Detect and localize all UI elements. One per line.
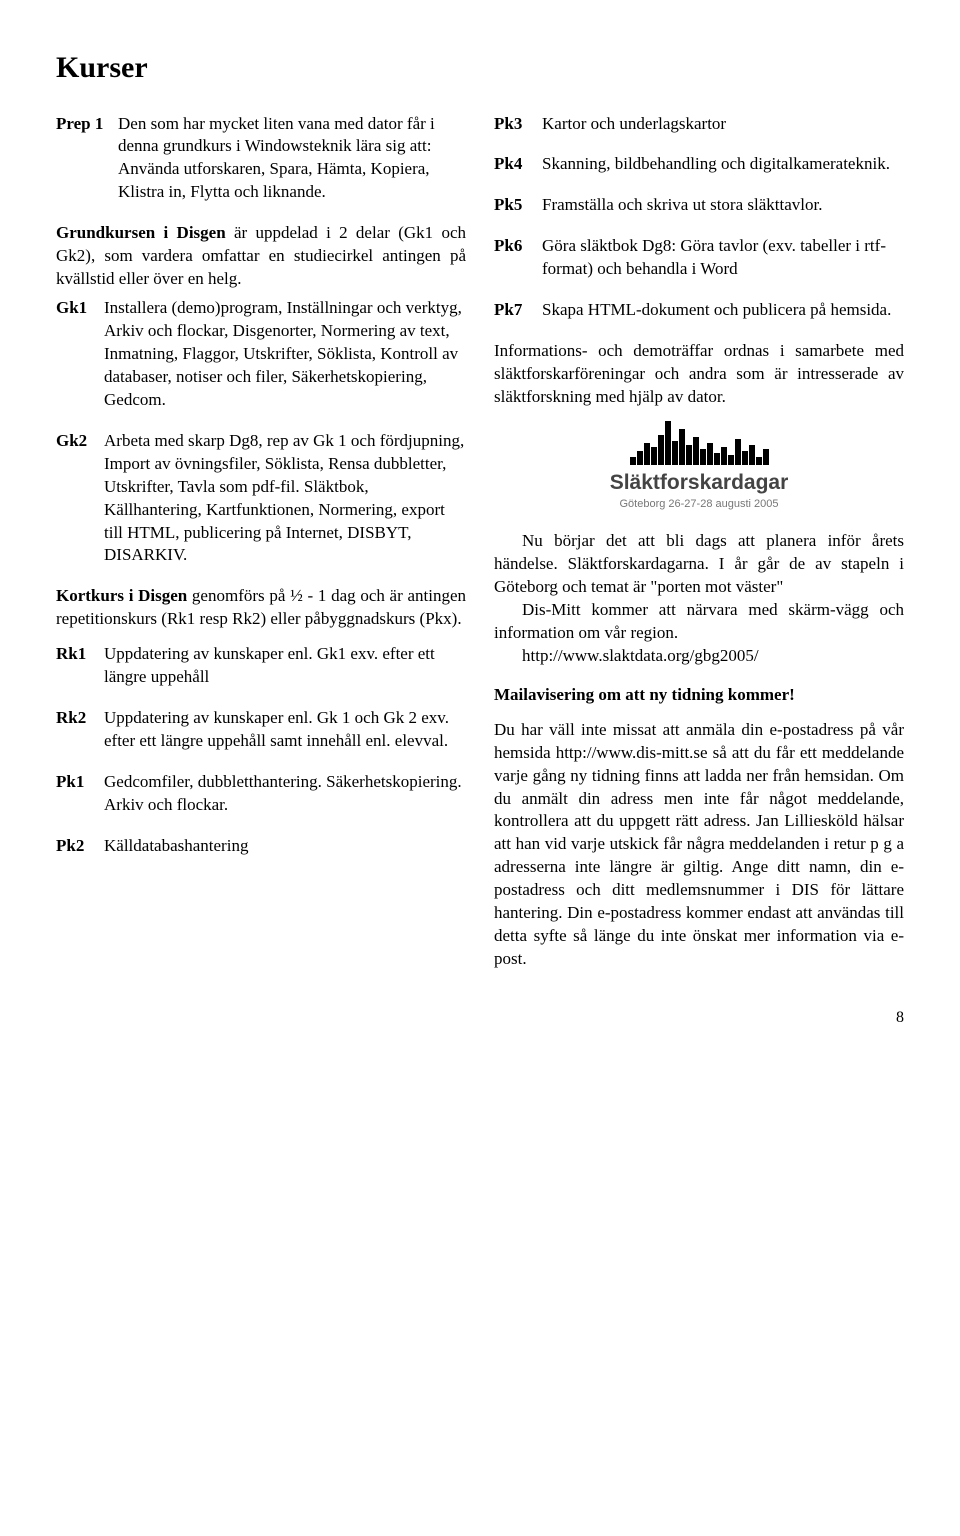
entry-gk2: Gk2 Arbeta med skarp Dg8, rep av Gk 1 oc… [56,430,466,568]
entry-pk3: Pk3 Kartor och underlagskartor [494,113,904,136]
entry-gk1: Gk1 Installera (demo)program, Inställnin… [56,297,466,412]
kortkurs-bold: Kortkurs i Disgen [56,586,187,605]
pk3-label: Pk3 [494,113,542,136]
entry-rk1: Rk1 Uppdatering av kunskaper enl. Gk1 ex… [56,643,466,689]
mail-body: Du har väll inte missat att anmäla din e… [494,719,904,971]
pk5-body: Framställa och skriva ut stora släkttavl… [542,194,904,217]
gk1-body: Installera (demo)program, Inställningar … [104,297,466,412]
logo-title: Släktforskardagar [494,469,904,497]
info-para: Informations- och demoträffar ordnas i s… [494,340,904,409]
event-para2: Dis-Mitt kommer att närvara med skärm-vä… [494,599,904,645]
pk1-label: Pk1 [56,771,104,817]
rk2-body: Uppdatering av kunskaper enl. Gk 1 och G… [104,707,466,753]
rk2-label: Rk2 [56,707,104,753]
entry-prep1: Prep 1 Den som har mycket liten vana med… [56,113,466,205]
pk2-body: Källdatabashantering [104,835,466,858]
logo-subtitle: Göteborg 26-27-28 augusti 2005 [494,497,904,512]
gk2-body: Arbeta med skarp Dg8, rep av Gk 1 och fö… [104,430,466,568]
gk2-label: Gk2 [56,430,104,568]
gk1-label: Gk1 [56,297,104,412]
pk5-label: Pk5 [494,194,542,217]
skyline-icon [609,421,789,465]
right-column: Pk3 Kartor och underlagskartor Pk4 Skann… [494,113,904,984]
pk6-label: Pk6 [494,235,542,281]
event-logo: Släktforskardagar Göteborg 26-27-28 augu… [494,421,904,512]
entry-pk5: Pk5 Framställa och skriva ut stora släkt… [494,194,904,217]
entry-pk6: Pk6 Göra släktbok Dg8: Göra tavlor (exv.… [494,235,904,281]
entry-rk2: Rk2 Uppdatering av kunskaper enl. Gk 1 o… [56,707,466,753]
pk4-body: Skanning, bildbehandling och digitalkame… [542,153,904,176]
rk1-body: Uppdatering av kunskaper enl. Gk1 exv. e… [104,643,466,689]
mail-heading: Mailavisering om att ny tidning kommer! [494,684,904,707]
event-para1: Nu börjar det att bli dags att planera i… [494,530,904,599]
prep1-body: Den som har mycket liten vana med dator … [118,113,466,205]
pk1-body: Gedcomfiler, dubbletthantering. Säkerhet… [104,771,466,817]
entry-pk2: Pk2 Källdatabashantering [56,835,466,858]
pk3-body: Kartor och underlagskartor [542,113,904,136]
grundkursen-bold: Grundkursen i Disgen [56,223,226,242]
page-number: 8 [56,1007,904,1029]
event-url: http://www.slaktdata.org/gbg2005/ [494,645,904,668]
entry-pk7: Pk7 Skapa HTML-dokument och publicera på… [494,299,904,322]
rk1-label: Rk1 [56,643,104,689]
pk4-label: Pk4 [494,153,542,176]
prep1-label: Prep 1 [56,113,118,205]
entry-pk4: Pk4 Skanning, bildbehandling och digital… [494,153,904,176]
pk6-body: Göra släktbok Dg8: Göra tavlor (exv. tab… [542,235,904,281]
kortkurs-para: Kortkurs i Disgen genomförs på ½ - 1 dag… [56,585,466,631]
pk2-label: Pk2 [56,835,104,858]
page-title: Kurser [56,48,904,89]
pk7-body: Skapa HTML-dokument och publicera på hem… [542,299,904,322]
entry-pk1: Pk1 Gedcomfiler, dubbletthantering. Säke… [56,771,466,817]
grundkursen-para: Grundkursen i Disgen är uppdelad i 2 del… [56,222,466,291]
left-column: Prep 1 Den som har mycket liten vana med… [56,113,466,984]
pk7-label: Pk7 [494,299,542,322]
content-columns: Prep 1 Den som har mycket liten vana med… [56,113,904,984]
